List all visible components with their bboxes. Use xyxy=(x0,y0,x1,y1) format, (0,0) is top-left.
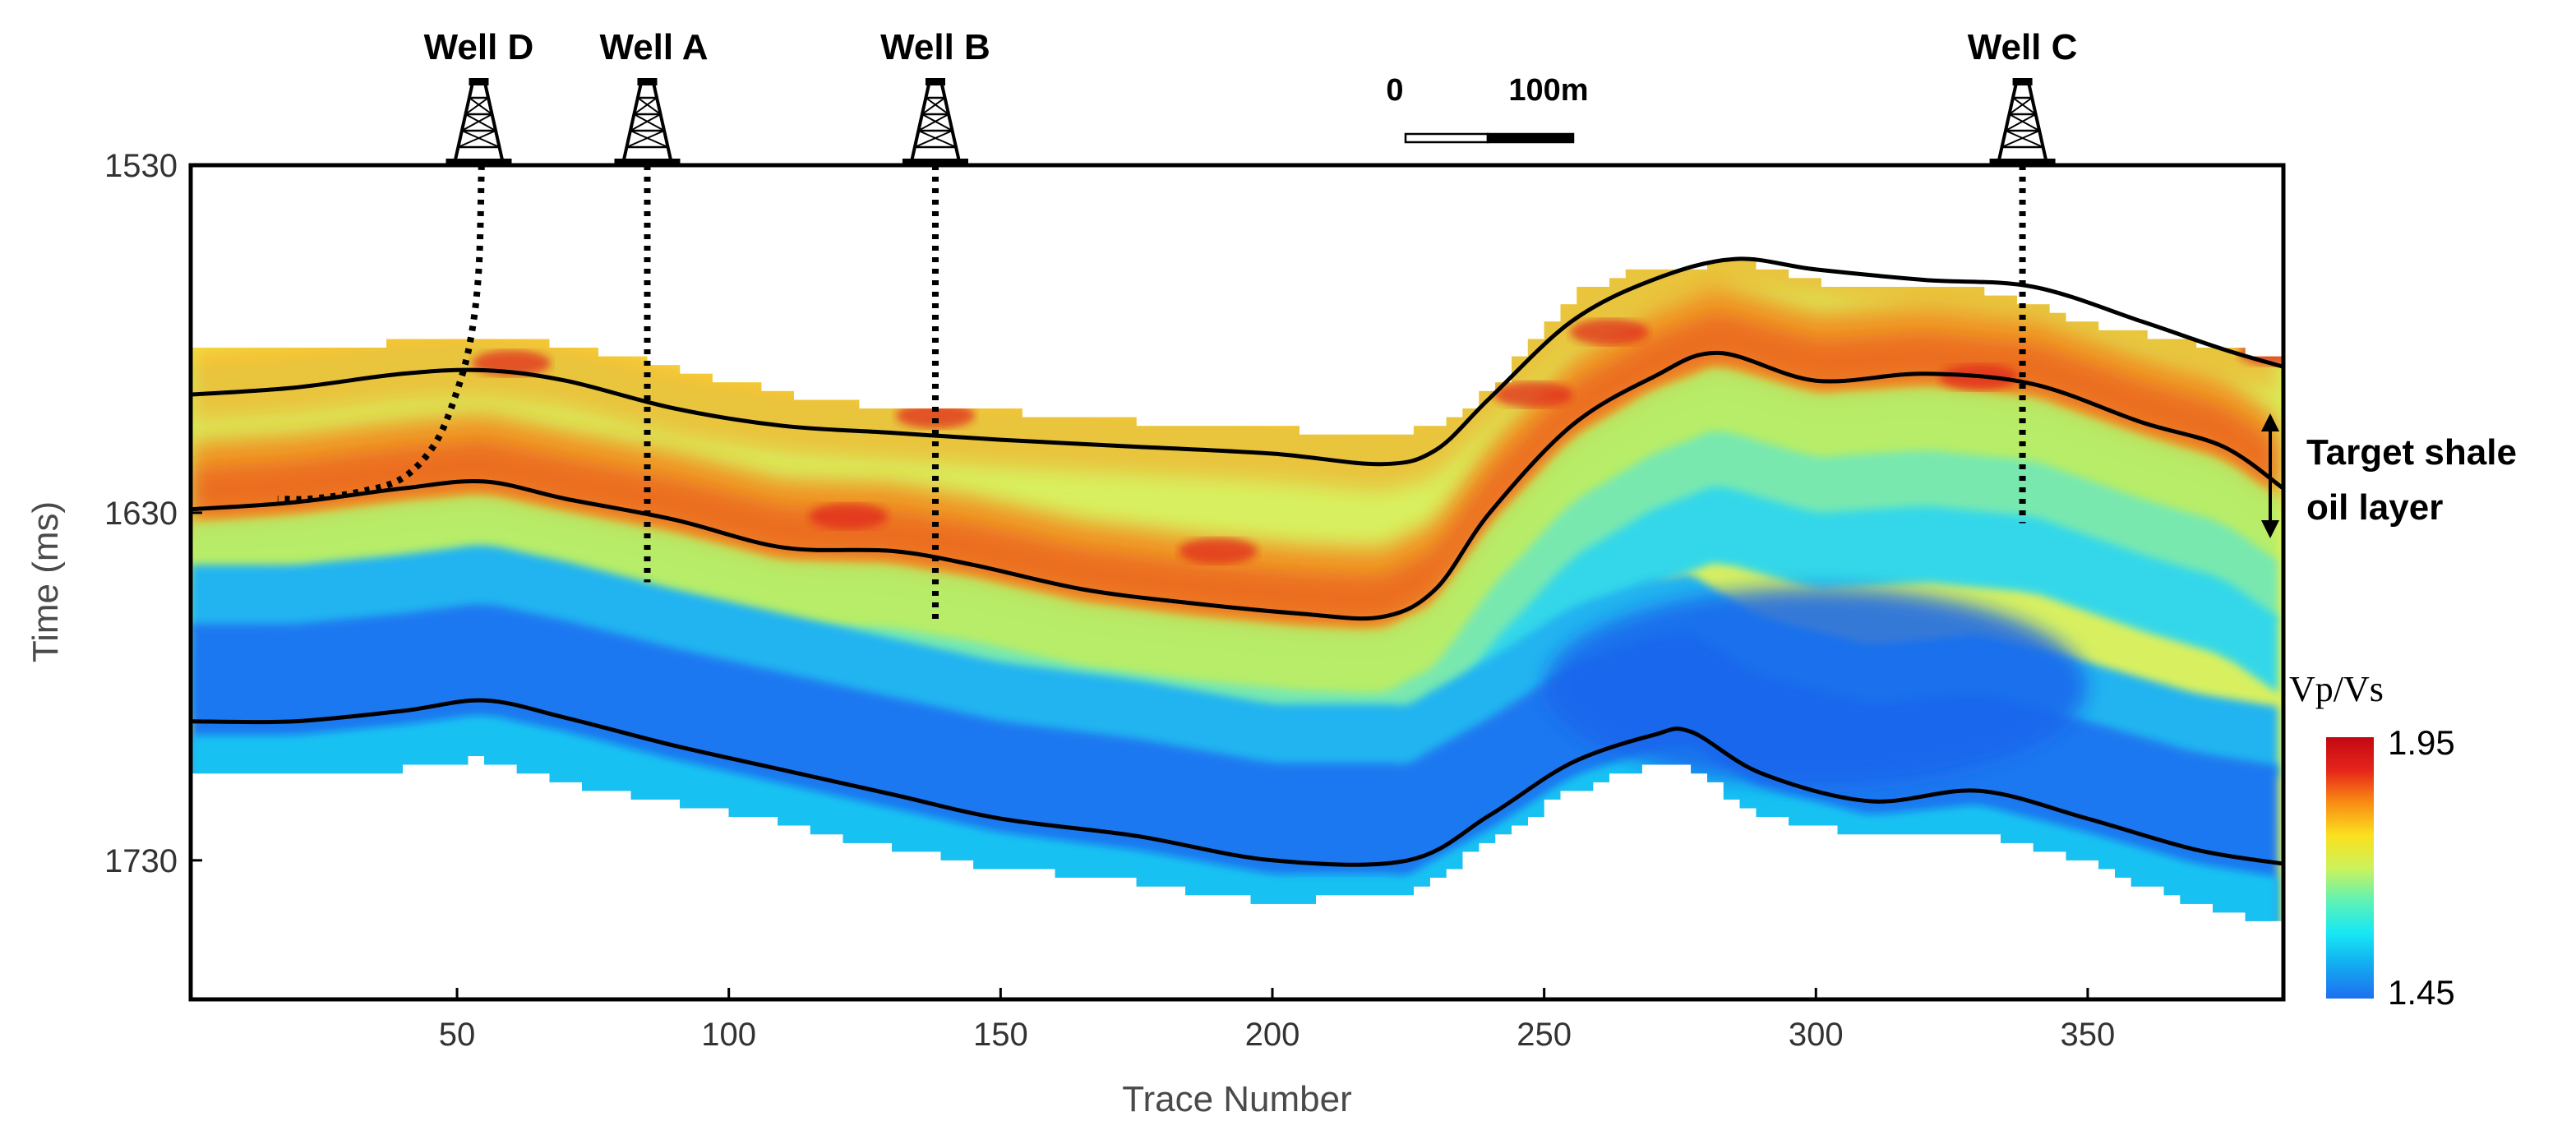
well-heads: Well D Well A Well B Well C xyxy=(424,27,2078,166)
x-tick-label: 250 xyxy=(1517,1017,1572,1053)
horizon-lines xyxy=(190,256,2285,867)
well-label-well-b: Well B xyxy=(880,27,990,67)
well-path-well-d xyxy=(277,164,485,503)
y-axis-label: Time (ms) xyxy=(25,501,66,662)
x-tick-label: 300 xyxy=(1789,1017,1844,1053)
heat-band-bottom-cyan xyxy=(191,715,2278,921)
heat-hotspot xyxy=(1569,319,1649,345)
well-label-well-a: Well A xyxy=(599,27,708,67)
heat-band-upper-orange xyxy=(191,261,2278,491)
colorbar-title: Vp/Vs xyxy=(2289,669,2384,709)
heat-hotspot xyxy=(2238,339,2283,367)
horizon-line-1 xyxy=(190,256,2284,467)
heat-band-target-red xyxy=(191,312,2278,624)
well-derrick-icon-well-b xyxy=(902,78,968,166)
target-layer-arrow-head-bottom xyxy=(2261,520,2279,538)
x-tick-label: 200 xyxy=(1245,1017,1300,1053)
axes: Trace Number Time (ms) 50 100 150 200 250 300… xyxy=(25,148,2115,1119)
scale-bar-white-segment xyxy=(1404,132,1489,144)
target-layer-arrow-head-top xyxy=(2261,413,2279,431)
plot-frame xyxy=(188,163,2286,1002)
target-layer-label-line2: oil layer xyxy=(2306,487,2443,528)
y-tick-label: 1730 xyxy=(104,843,178,879)
well-label-well-d: Well D xyxy=(424,27,534,67)
x-tick-label: 50 xyxy=(439,1017,476,1053)
target-layer-label-line1: Target shale xyxy=(2306,432,2517,473)
y-tick-label: 1530 xyxy=(104,148,178,184)
heat-band-greenish xyxy=(191,368,2278,700)
horizon-line-2 xyxy=(190,350,2285,621)
x-axis-label: Trace Number xyxy=(1122,1079,1352,1119)
scale-bar-end-label: 100m xyxy=(1508,73,1588,108)
x-tick-label: 350 xyxy=(2061,1017,2116,1053)
well-derrick-icon-well-d xyxy=(445,78,512,166)
plot-area xyxy=(188,163,2286,1002)
heat-hotspot xyxy=(895,402,975,429)
target-layer-annotation: Target shale oil layer xyxy=(2261,413,2517,538)
scale-bar: 0 100m xyxy=(1386,73,1589,144)
x-tick-label: 100 xyxy=(701,1017,756,1053)
heat-blob-deep-blue-right xyxy=(1544,588,2088,786)
colorbar-gradient xyxy=(2326,737,2374,999)
heat-hotspot xyxy=(1493,381,1573,408)
vpvs-heatmap xyxy=(191,261,2283,921)
scale-bar-black-segment xyxy=(1486,132,1575,144)
heat-band-cyan xyxy=(191,487,2278,825)
colorbar-max-label: 1.95 xyxy=(2388,723,2455,762)
heat-hotspot xyxy=(1178,537,1258,565)
colorbar-min-label: 1.45 xyxy=(2388,973,2455,1012)
horizon-line-3 xyxy=(190,698,2284,867)
well-derrick-icon-well-a xyxy=(614,78,681,166)
scale-bar-start-label: 0 xyxy=(1386,73,1403,108)
heat-band-light-blue xyxy=(191,545,2278,777)
well-label-well-c: Well C xyxy=(1968,27,2078,67)
y-tick-label: 1630 xyxy=(104,496,178,532)
x-tick-label: 150 xyxy=(973,1017,1028,1053)
well-paths xyxy=(277,164,2026,625)
well-derrick-icon-well-c xyxy=(1989,78,2056,166)
heat-hotspot xyxy=(809,503,889,530)
colorbar: Vp/Vs 1.95 1.45 xyxy=(2289,669,2455,1012)
